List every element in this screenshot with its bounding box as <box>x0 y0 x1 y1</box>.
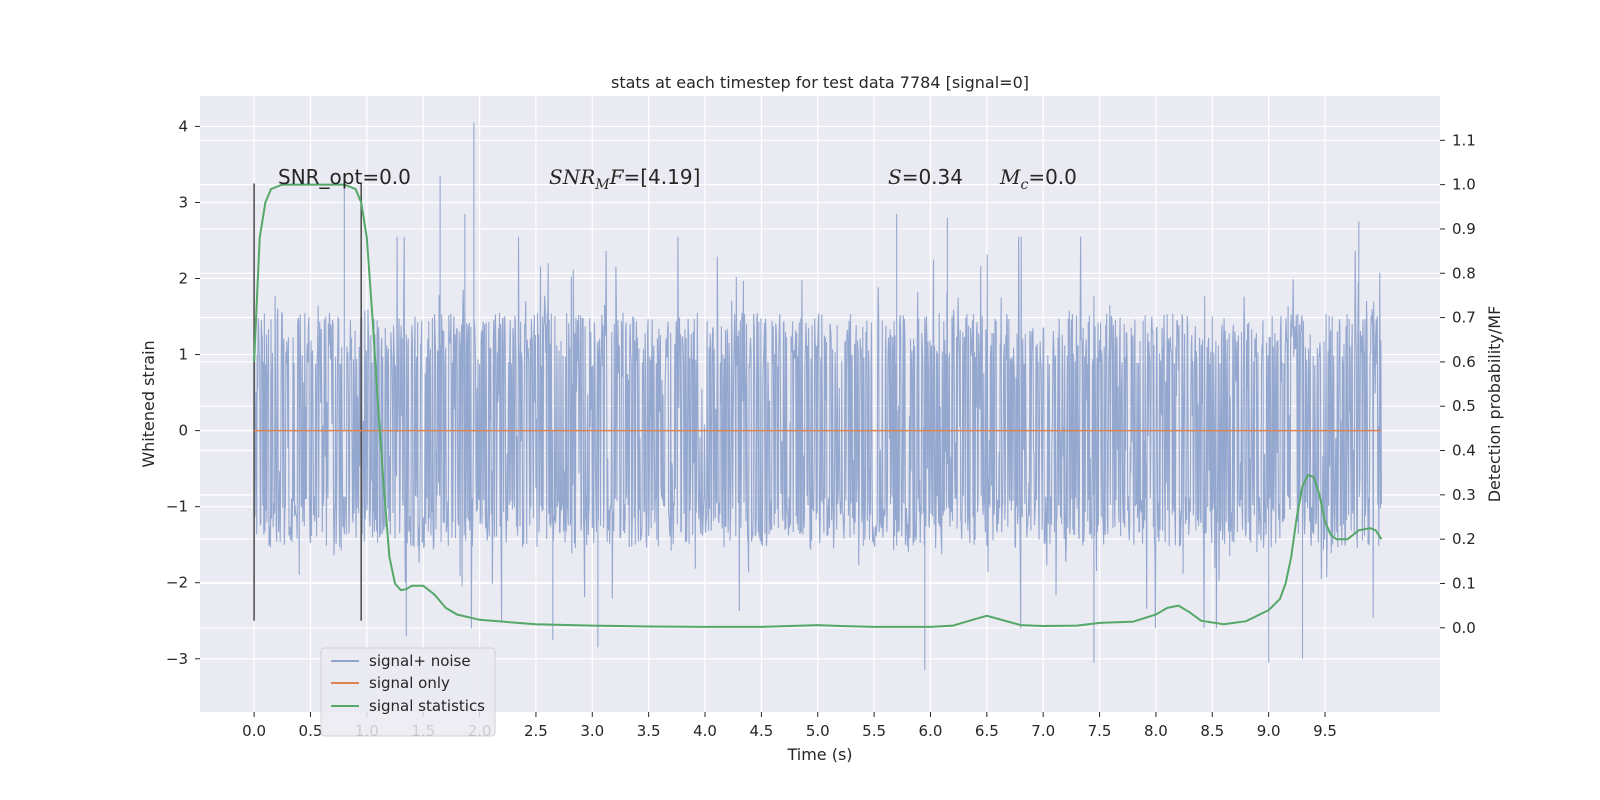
y-tick-label: 4 <box>178 117 188 135</box>
annotations: SNR_opt=0.0 SNRMF=[4.19] S=0.34 Mc=0.0 <box>278 165 1077 193</box>
y-tick-label: −3 <box>166 650 188 668</box>
y2-tick-label: 0.5 <box>1452 397 1476 415</box>
legend-box <box>320 647 496 737</box>
y-tick-label: −2 <box>166 574 188 592</box>
y-tick-label: 2 <box>178 270 188 288</box>
y2-tick-label: 0.3 <box>1452 486 1476 504</box>
x-tick-label: 4.5 <box>749 722 773 740</box>
x-tick-label: 8.5 <box>1200 722 1224 740</box>
x-tick-label: 9.5 <box>1313 722 1337 740</box>
x-axis-label: Time (s) <box>786 745 852 764</box>
y2-tick-label: 0.4 <box>1452 442 1476 460</box>
annotation-snr-opt: SNR_opt=0.0 <box>278 165 411 189</box>
x-tick-label: 8.0 <box>1144 722 1168 740</box>
y-tick-label: −1 <box>166 498 188 516</box>
x-tick-label: 5.0 <box>806 722 830 740</box>
y2-tick-label: 0.8 <box>1452 264 1476 282</box>
chart-title: stats at each timestep for test data 778… <box>611 73 1029 92</box>
y2-tick-label: 0.0 <box>1452 619 1476 637</box>
y2-tick-label: 1.1 <box>1452 131 1476 149</box>
signal-statistics-series <box>253 183 1383 628</box>
x-tick-label: 4.0 <box>693 722 717 740</box>
x-tick-label: 0.5 <box>299 722 323 740</box>
legend: signal+ noise signal only signal statist… <box>320 647 496 737</box>
annotation-s: S=0.34 <box>888 165 963 189</box>
annotation-mc: Mc=0.0 <box>999 165 1077 193</box>
y2-tick-label: 1.0 <box>1452 176 1476 194</box>
y2-tick-label: 0.1 <box>1452 574 1476 592</box>
y2-axis-ticks: 0.0 0.1 0.2 0.3 0.4 0.5 0.6 0.7 0.8 0.9 1.0 1.1 <box>1440 131 1476 637</box>
y2-tick-label: 0.7 <box>1452 309 1476 327</box>
y-tick-label: 3 <box>178 193 188 211</box>
x-tick-label: 6.0 <box>919 722 943 740</box>
y2-axis-label: Detection probability/MF <box>1485 306 1504 503</box>
x-tick-label: 7.0 <box>1031 722 1055 740</box>
y-tick-label: 0 <box>178 422 188 440</box>
vertical-markers <box>253 183 363 621</box>
y2-tick-label: 0.9 <box>1452 220 1476 238</box>
noise-line <box>253 122 1382 671</box>
y-tick-label: 1 <box>178 346 188 364</box>
legend-label-noise: signal+ noise <box>369 652 471 670</box>
noise-series <box>253 122 1382 671</box>
y-axis-ticks: −3 −2 −1 0 1 2 3 4 <box>166 117 200 668</box>
legend-label-signal: signal only <box>369 674 450 692</box>
signal-statistics-line <box>253 183 1383 628</box>
x-tick-label: 6.5 <box>975 722 999 740</box>
x-tick-label: 0.0 <box>242 722 266 740</box>
annotation-snr-mf: SNRMF=[4.19] <box>549 165 700 193</box>
y2-tick-label: 0.6 <box>1452 353 1476 371</box>
x-tick-label: 2.5 <box>524 722 548 740</box>
y2-tick-label: 0.2 <box>1452 530 1476 548</box>
legend-label-statistics: signal statistics <box>369 697 485 715</box>
x-tick-label: 3.0 <box>580 722 604 740</box>
x-tick-label: 5.5 <box>862 722 886 740</box>
x-tick-label: 7.5 <box>1088 722 1112 740</box>
x-tick-label: 3.5 <box>637 722 661 740</box>
y-axis-label: Whitened strain <box>139 340 158 467</box>
x-tick-label: 9.0 <box>1257 722 1281 740</box>
